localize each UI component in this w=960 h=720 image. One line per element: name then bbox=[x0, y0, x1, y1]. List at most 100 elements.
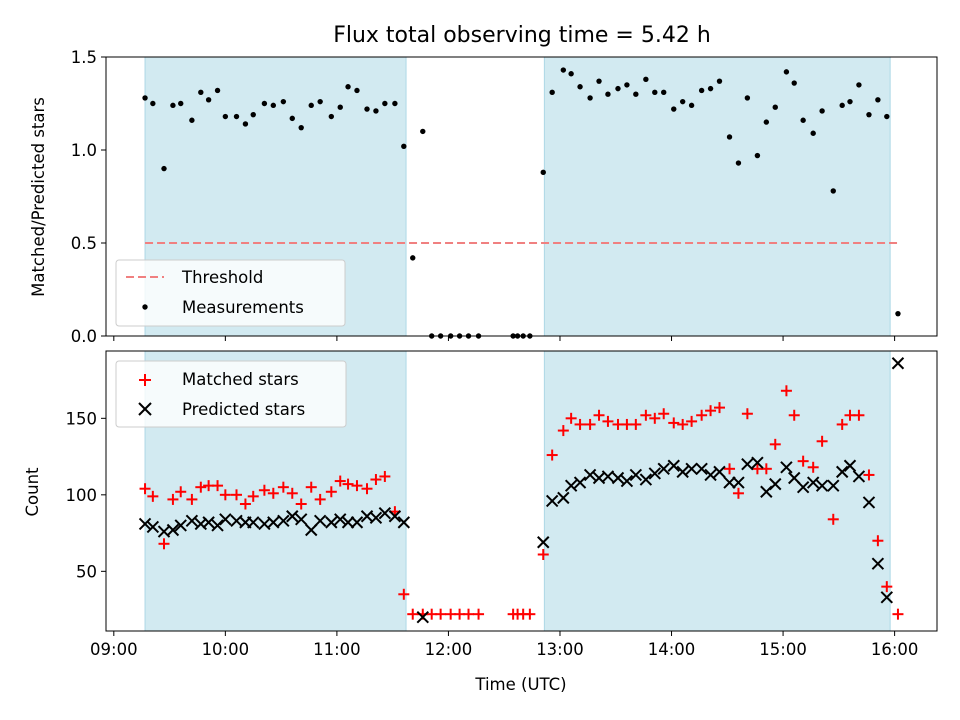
matched-star-point bbox=[769, 438, 781, 450]
matched-star-point bbox=[407, 608, 419, 620]
matched-star-point bbox=[557, 425, 569, 437]
predicted-star-point bbox=[557, 491, 570, 505]
ratio-legend: Threshold Measurements bbox=[115, 259, 346, 327]
measurement-point bbox=[819, 108, 825, 114]
measurement-point bbox=[661, 89, 667, 96]
legend-predicted-label: Predicted stars bbox=[182, 400, 305, 419]
measurement-point bbox=[560, 67, 567, 73]
predicted-star-point bbox=[211, 519, 224, 532]
y-tick-label: 0.5 bbox=[71, 234, 97, 253]
predicted-star-point bbox=[723, 476, 736, 489]
measurement-point bbox=[671, 106, 677, 112]
measurement-point bbox=[142, 95, 148, 101]
measurement-point bbox=[150, 100, 156, 107]
matched-star-point bbox=[473, 608, 485, 620]
measurement-point bbox=[392, 100, 398, 107]
predicted-star-point bbox=[564, 479, 578, 492]
predicted-star-point bbox=[685, 462, 698, 476]
count-legend: Matched stars Predicted stars bbox=[115, 360, 347, 428]
matched-star-point bbox=[158, 538, 170, 550]
measurement-point bbox=[337, 104, 343, 110]
measurement-point bbox=[205, 97, 212, 103]
predicted-star-point bbox=[146, 520, 160, 534]
matched-star-point bbox=[305, 481, 317, 493]
y-tick-label: 1.0 bbox=[71, 141, 97, 160]
predicted-star-point bbox=[350, 516, 364, 529]
measurement-point bbox=[643, 76, 649, 83]
measurement-point bbox=[298, 124, 304, 131]
matched-star-point bbox=[863, 469, 875, 481]
measurement-point bbox=[866, 111, 872, 118]
matched-star-point bbox=[892, 608, 904, 620]
count-y-label: Count bbox=[23, 467, 42, 517]
measurement-point bbox=[161, 165, 167, 172]
measurement-point bbox=[170, 102, 176, 109]
predicted-star-point bbox=[835, 465, 849, 479]
predicted-star-point bbox=[741, 458, 754, 471]
ratio-panel: 0.0 0.5 1.0 1.5 Matched/Predicted stars Thr… bbox=[29, 48, 938, 346]
legend-matched-swatch bbox=[139, 374, 151, 386]
predicted-star-point bbox=[397, 516, 411, 529]
matched-star-point bbox=[277, 481, 289, 493]
measurement-point bbox=[198, 89, 204, 96]
measurement-point bbox=[364, 106, 370, 112]
matched-star-point bbox=[602, 415, 614, 427]
matched-star-point bbox=[175, 486, 187, 498]
matched-star-point bbox=[167, 493, 179, 505]
measurement-point bbox=[830, 188, 836, 194]
measurement-point bbox=[875, 97, 881, 103]
measurement-point bbox=[587, 95, 593, 101]
predicted-star-point bbox=[806, 476, 820, 489]
matched-star-point bbox=[195, 481, 207, 493]
measurement-point bbox=[250, 111, 256, 118]
matched-star-point bbox=[760, 463, 772, 475]
x-tick-label: 13:00 bbox=[536, 640, 584, 659]
predicted-star-point bbox=[891, 357, 905, 370]
predicted-star-point bbox=[611, 471, 625, 485]
measurement-point bbox=[605, 91, 611, 97]
measurement-point bbox=[308, 102, 314, 109]
measurement-point bbox=[568, 71, 574, 77]
ratio-x-ticks bbox=[113, 336, 896, 341]
predicted-star-point bbox=[871, 557, 885, 570]
ratio-y-label: Matched/Predicted stars bbox=[29, 97, 48, 297]
matched-star-point bbox=[827, 513, 839, 525]
matched-star-point bbox=[524, 608, 536, 620]
predicted-star-point bbox=[277, 514, 290, 528]
predicted-star-point bbox=[219, 513, 232, 526]
matched-star-point bbox=[836, 418, 848, 430]
predicted-star-point bbox=[769, 477, 782, 491]
measurement-point bbox=[624, 82, 630, 88]
matched-star-point bbox=[853, 409, 865, 421]
measurement-point bbox=[178, 100, 184, 107]
predicted-star-point bbox=[648, 467, 662, 480]
predicted-star-point bbox=[378, 506, 392, 520]
measurement-point bbox=[261, 100, 268, 107]
predicted-star-point bbox=[629, 468, 643, 482]
predicted-star-point bbox=[732, 476, 745, 489]
predicted-star-point bbox=[334, 513, 347, 526]
predicted-star-point bbox=[325, 516, 338, 529]
predicted-star-point bbox=[639, 473, 653, 486]
measurement-points bbox=[142, 67, 901, 339]
matched-star-point bbox=[398, 588, 410, 600]
matched-star-point bbox=[247, 490, 259, 502]
measurement-point bbox=[754, 152, 761, 159]
matched-star-point bbox=[379, 470, 391, 482]
measurement-point bbox=[895, 310, 901, 317]
matched-star-point bbox=[807, 461, 819, 473]
measurement-point bbox=[735, 160, 742, 166]
predicted-star-point bbox=[695, 462, 708, 476]
predicted-star-point bbox=[827, 479, 840, 492]
matched-star-point bbox=[574, 418, 586, 430]
x-tick-label: 15:00 bbox=[759, 640, 807, 659]
predicted-star-point bbox=[185, 514, 199, 528]
predicted-star-point bbox=[815, 479, 829, 492]
measurement-point bbox=[679, 98, 686, 105]
predicted-star-point bbox=[138, 517, 152, 531]
x-tick-label: 10:00 bbox=[202, 640, 250, 659]
measurement-point bbox=[401, 143, 407, 149]
x-tick-label: 12:00 bbox=[425, 640, 473, 659]
ratio-y-ticks: 0.0 0.5 1.0 1.5 bbox=[71, 48, 106, 346]
